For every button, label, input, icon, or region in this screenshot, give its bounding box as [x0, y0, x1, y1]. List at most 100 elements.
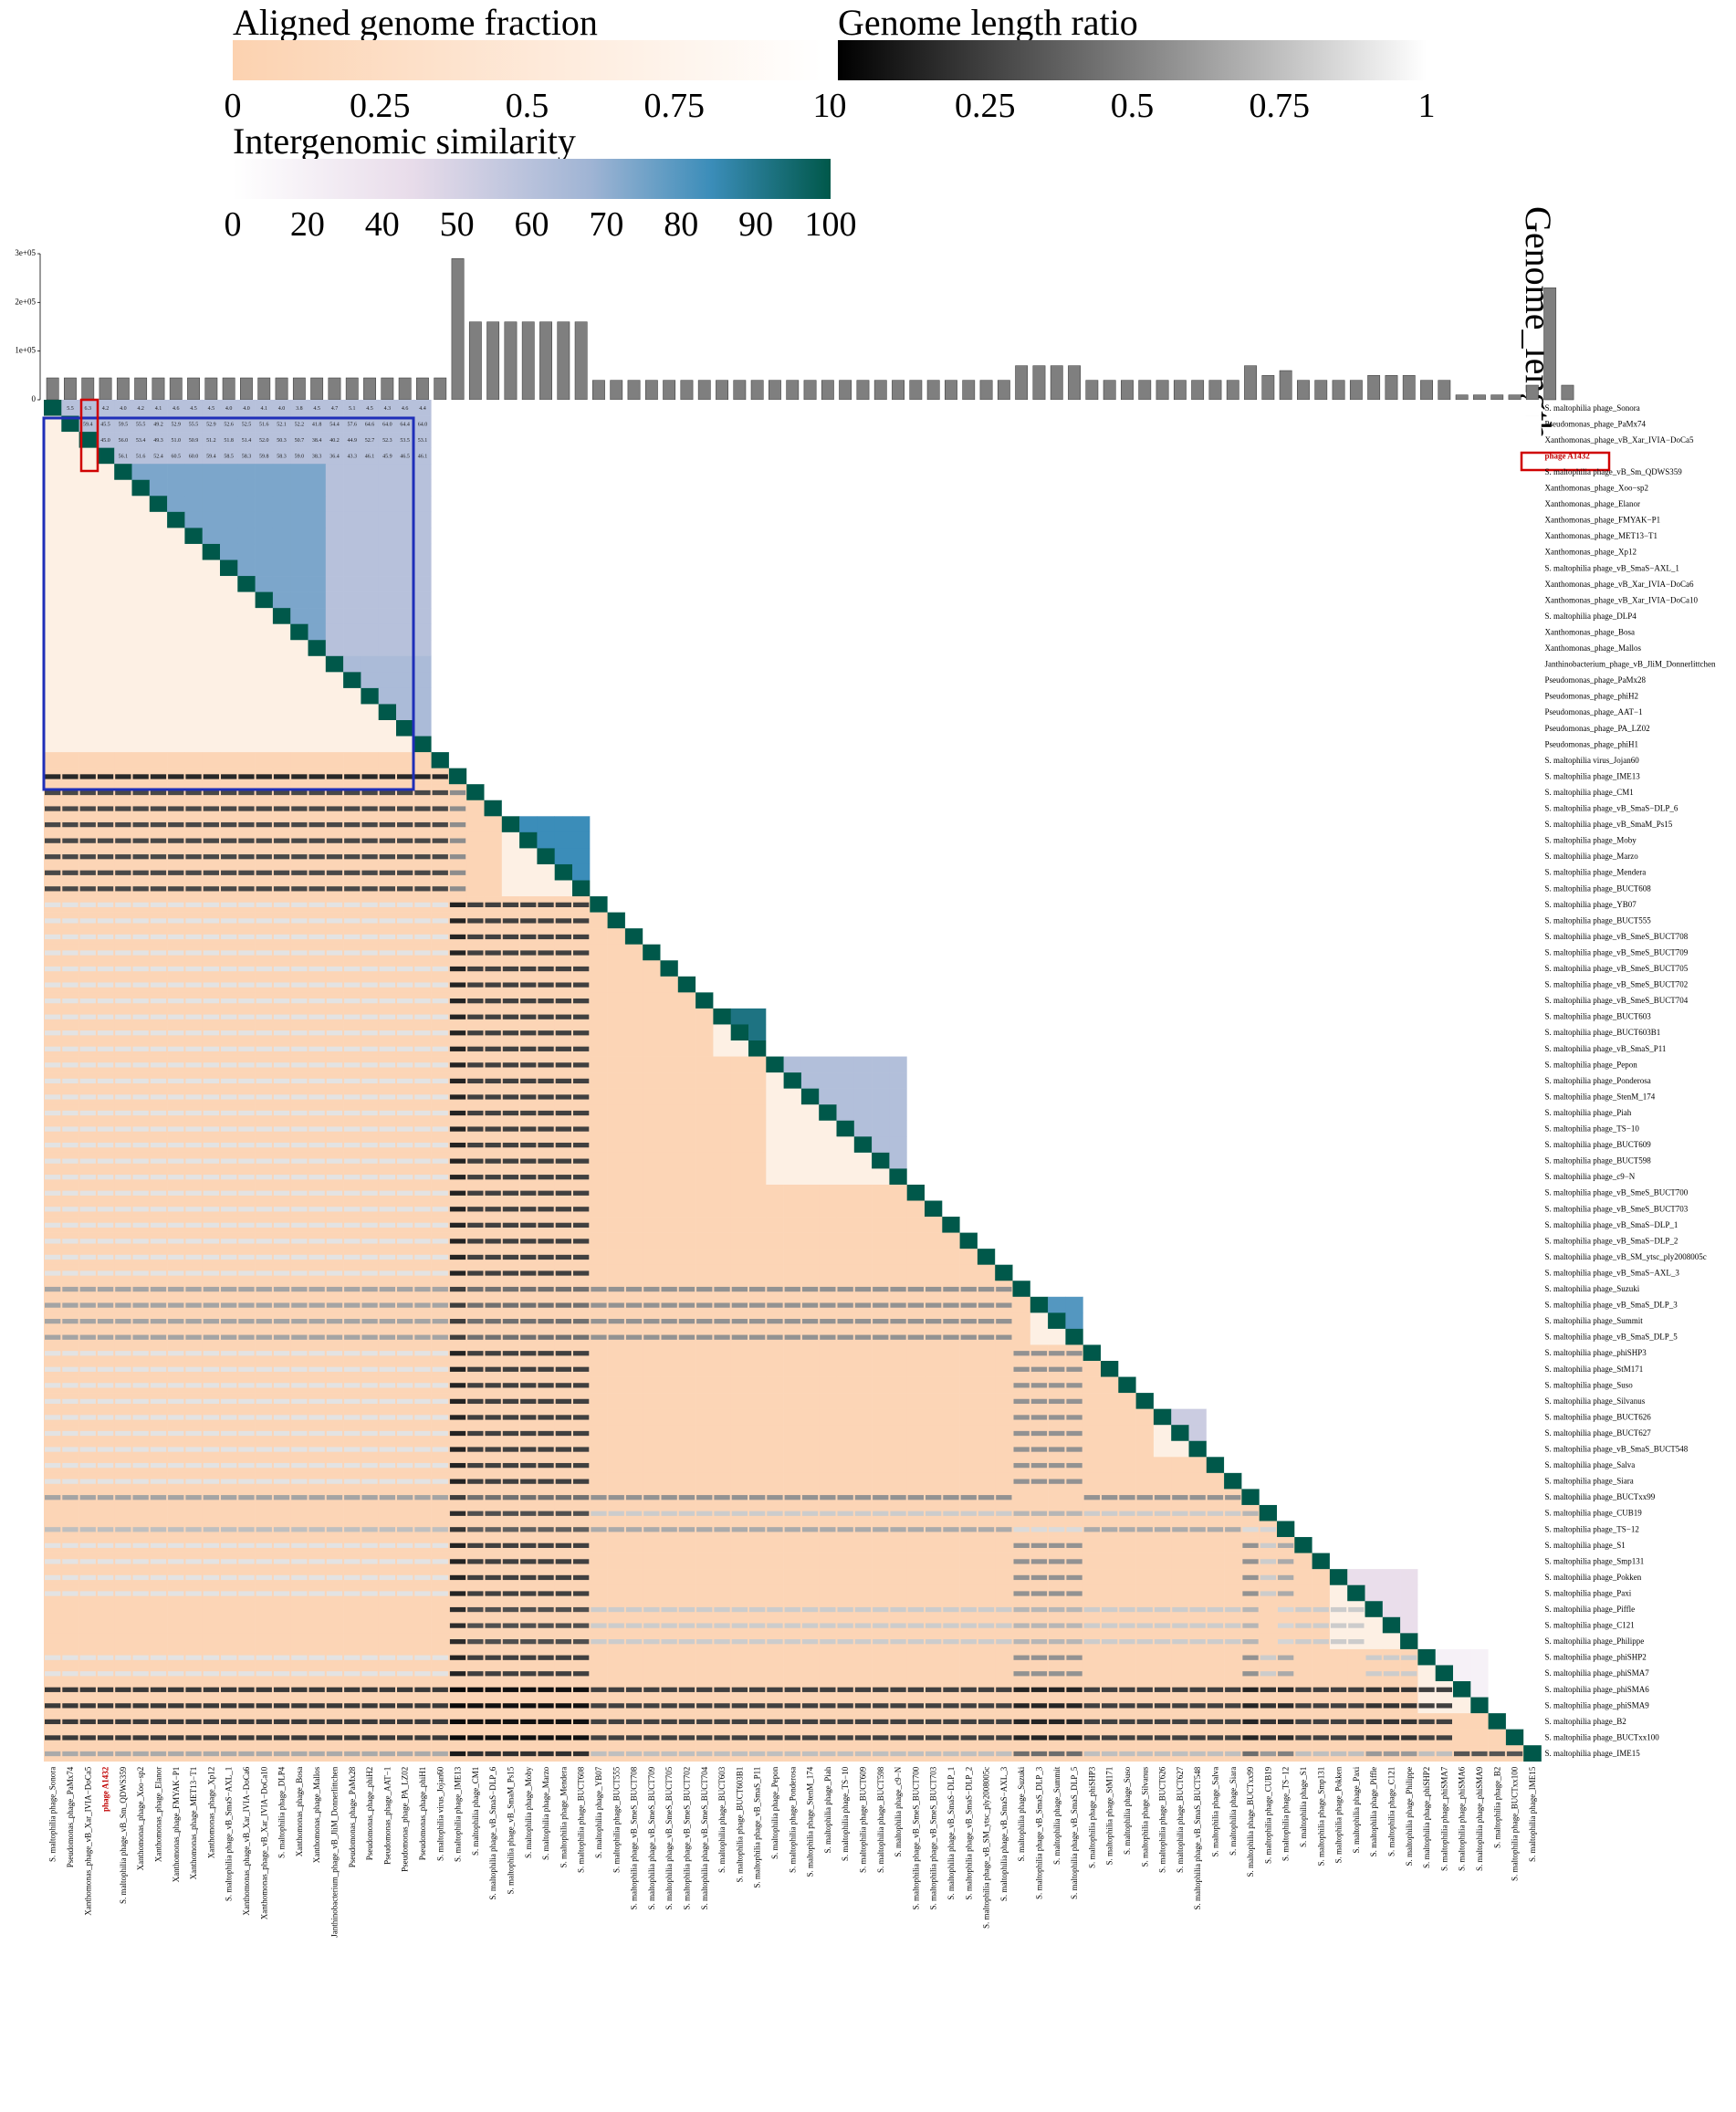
length-ratio-bar — [309, 774, 325, 779]
genome-length-bar — [856, 380, 870, 401]
heatmap-cell — [378, 672, 397, 689]
heatmap-cell — [836, 704, 855, 721]
heatmap-cell — [995, 528, 1013, 545]
heatmap-cell — [713, 863, 731, 881]
genome-length-bar — [1156, 380, 1169, 401]
heatmap-cell — [1082, 1072, 1102, 1089]
heatmap-cell — [361, 464, 379, 481]
heatmap-cell — [1118, 800, 1136, 817]
heatmap-cell — [1312, 768, 1331, 785]
heatmap-cell — [977, 672, 996, 689]
heatmap-cell — [1188, 1120, 1208, 1137]
heatmap-cell — [1082, 863, 1102, 881]
heatmap-cell — [466, 768, 485, 785]
heatmap-cell — [1065, 1008, 1083, 1025]
heatmap-cell — [1382, 432, 1401, 448]
heatmap-cell — [836, 1152, 855, 1169]
length-ratio-bar — [344, 1030, 361, 1036]
heatmap-cell — [1206, 976, 1225, 993]
heatmap-cell — [361, 415, 379, 433]
length-ratio-bar — [168, 1110, 184, 1116]
heatmap-cell — [925, 1088, 943, 1105]
heatmap-cell — [889, 1104, 907, 1122]
heatmap-cell — [572, 863, 591, 881]
heatmap-cell — [1505, 784, 1524, 801]
length-ratio-bar — [344, 1094, 361, 1100]
length-ratio-bar — [397, 1030, 413, 1036]
heatmap-cell — [1065, 1104, 1083, 1122]
heatmap-cell — [1153, 928, 1172, 945]
length-ratio-bar — [150, 1046, 167, 1051]
length-ratio-bar — [291, 1142, 308, 1148]
heatmap-cell — [78, 752, 98, 768]
heatmap-cell — [977, 1152, 996, 1169]
heatmap-cell — [431, 736, 450, 753]
length-ratio-bar — [397, 838, 413, 843]
heatmap-cell — [872, 896, 890, 913]
heatmap-cell — [800, 1008, 820, 1025]
heatmap-cell — [114, 496, 132, 513]
heatmap-cell — [1188, 672, 1208, 689]
heatmap-cell — [1188, 559, 1208, 577]
heatmap-cell — [1188, 1040, 1208, 1057]
heatmap-cell — [1101, 768, 1119, 785]
heatmap-cell — [202, 655, 221, 673]
heatmap-cell — [149, 576, 168, 592]
heatmap-cell — [906, 1120, 926, 1137]
heatmap-cell — [1241, 800, 1260, 817]
heatmap-cell — [607, 831, 626, 849]
length-ratio-bar — [414, 806, 431, 811]
heatmap-cell — [748, 704, 767, 721]
heatmap-cell — [501, 848, 520, 865]
heatmap-cell — [1224, 784, 1242, 801]
length-ratio-bar — [132, 1126, 149, 1132]
heatmap-cell — [977, 623, 996, 641]
heatmap-cell — [783, 608, 802, 624]
heatmap-cell — [853, 1152, 873, 1169]
heatmap-cell — [1048, 559, 1066, 577]
genome-length-bar — [257, 377, 271, 401]
heatmap-cell — [237, 687, 256, 705]
heatmap-cell — [1312, 736, 1331, 753]
heatmap-cell — [1241, 1040, 1260, 1057]
heatmap-cell — [1241, 511, 1260, 528]
heatmap-cell — [1171, 863, 1189, 881]
heatmap-cell — [590, 415, 608, 433]
heatmap-cell — [1294, 912, 1312, 929]
heatmap-cell — [1523, 863, 1542, 881]
heatmap-cell — [237, 655, 256, 673]
heatmap-cell — [695, 704, 714, 721]
heatmap-cell — [1417, 496, 1436, 513]
length-ratio-bar — [520, 1062, 537, 1068]
length-ratio-bar — [185, 966, 202, 972]
heatmap-cell — [889, 1088, 907, 1105]
heatmap-cell — [995, 848, 1013, 865]
heatmap-cell — [942, 479, 960, 497]
heatmap-cell — [1135, 1024, 1155, 1041]
length-ratio-bar — [326, 1110, 343, 1116]
heatmap-cell — [1118, 736, 1136, 753]
heatmap-cell — [1417, 511, 1436, 528]
heatmap-cell — [1329, 1152, 1348, 1169]
heatmap-cell — [1012, 1088, 1031, 1105]
heatmap-cell — [643, 464, 661, 481]
heatmap-cell — [78, 415, 98, 433]
heatmap-cell — [783, 1072, 802, 1089]
heatmap-cell — [290, 543, 309, 560]
heatmap-cell — [1224, 1136, 1242, 1154]
length-ratio-bar — [291, 902, 308, 907]
heatmap-cell — [1082, 1056, 1102, 1073]
heatmap-cell — [1523, 752, 1542, 768]
heatmap-cell — [184, 528, 203, 545]
heatmap-cell — [1470, 608, 1489, 624]
heatmap-cell — [519, 623, 538, 641]
heatmap-cell — [677, 496, 696, 513]
heatmap-cell — [78, 608, 98, 624]
heatmap-cell — [695, 800, 714, 817]
heatmap-cell — [995, 687, 1013, 705]
heatmap-cell — [1082, 944, 1102, 961]
heatmap-cell — [466, 784, 485, 801]
heatmap-cell — [1048, 400, 1066, 416]
heatmap-cell — [660, 704, 679, 721]
length-ratio-bar — [361, 774, 378, 779]
